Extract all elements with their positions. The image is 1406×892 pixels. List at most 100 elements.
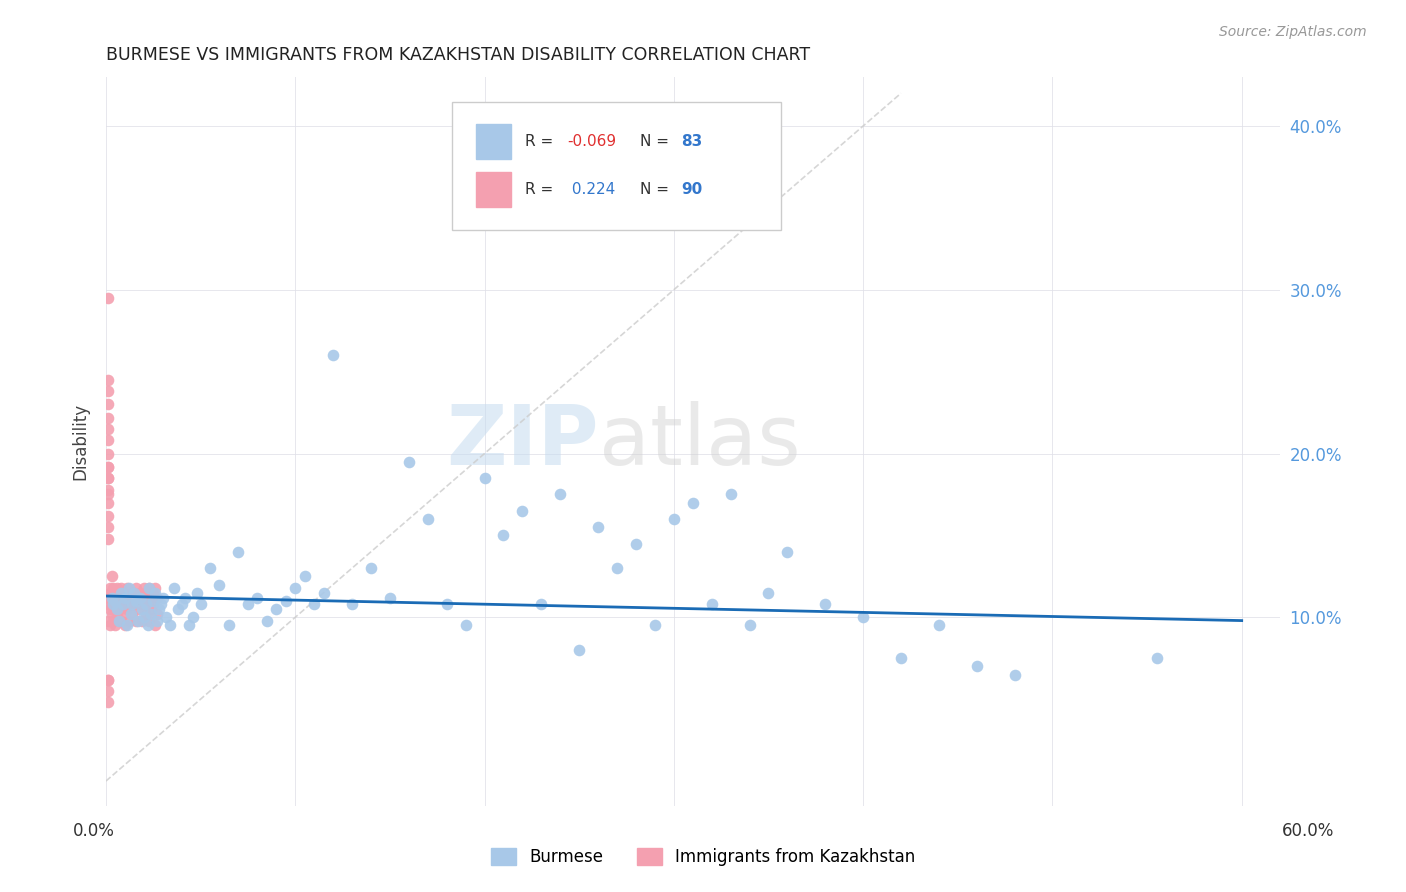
Point [97,471,120,485]
Point [117,581,139,595]
Text: 83: 83 [681,134,702,148]
Point [236,597,259,611]
Point [132,581,155,595]
Point [416,512,439,526]
Point [312,586,335,600]
Point [111,586,134,600]
Point [97,459,120,474]
Point [98,586,121,600]
Text: 90: 90 [681,182,702,196]
Point [100,591,122,605]
Point [568,643,591,657]
Point [121,597,143,611]
Point [1146,651,1168,665]
Point [100,569,122,583]
Point [302,597,325,611]
Point [97,422,120,436]
Point [114,591,136,605]
Point [105,597,128,611]
Point [125,614,148,628]
Point [274,594,297,608]
Point [105,607,128,621]
Point [143,581,166,595]
Point [149,597,172,611]
Legend: Burmese, Immigrants from Kazakhstan: Burmese, Immigrants from Kazakhstan [484,841,922,873]
Text: -0.069: -0.069 [567,134,616,148]
Point [125,594,148,608]
Point [190,597,212,611]
Point [104,618,127,632]
Point [758,586,780,600]
Point [124,586,146,600]
Text: 60.0%: 60.0% [1281,822,1334,840]
Point [120,597,142,611]
Point [110,586,132,600]
Point [129,591,152,605]
Point [111,591,134,605]
Point [104,591,127,605]
Point [105,581,128,595]
Point [97,384,120,399]
Point [105,602,128,616]
Bar [475,123,510,159]
Point [103,614,125,628]
Point [246,591,269,605]
Point [700,597,723,611]
Point [142,586,165,600]
Point [148,602,170,616]
Point [103,581,125,595]
Point [141,607,163,621]
Point [121,607,143,621]
Point [97,684,120,698]
Text: N =: N = [640,182,673,196]
Point [111,597,134,611]
Point [97,496,120,510]
Point [170,597,193,611]
Point [97,483,120,497]
Point [120,607,142,621]
Text: 0.224: 0.224 [567,182,616,196]
Point [110,597,132,611]
Point [436,597,458,611]
Point [454,618,477,632]
Point [322,348,344,362]
Point [136,586,159,600]
Point [474,471,496,485]
Point [135,607,157,621]
Point [97,532,120,546]
Point [97,673,120,687]
Point [124,586,146,600]
Point [738,618,761,632]
Point [138,614,160,628]
Point [174,591,197,605]
Point [97,508,120,523]
Point [141,591,163,605]
Point [97,459,120,474]
Point [548,487,571,501]
Point [398,455,420,469]
Point [294,569,316,583]
Point [1004,667,1026,681]
Point [132,610,155,624]
Point [111,607,134,621]
Point [125,581,148,595]
Point [890,651,912,665]
Point [146,614,169,628]
Point [97,696,120,710]
Point [624,536,647,550]
Point [131,614,153,628]
Bar [475,171,510,207]
Point [136,618,159,632]
Point [814,597,837,611]
Point [103,602,125,616]
Point [131,591,153,605]
Point [114,591,136,605]
Point [138,581,160,595]
Point [121,591,143,605]
Point [114,597,136,611]
Point [97,597,120,611]
Point [142,597,165,611]
Text: ZIP: ZIP [446,401,599,482]
Point [530,597,553,611]
Point [115,581,138,595]
